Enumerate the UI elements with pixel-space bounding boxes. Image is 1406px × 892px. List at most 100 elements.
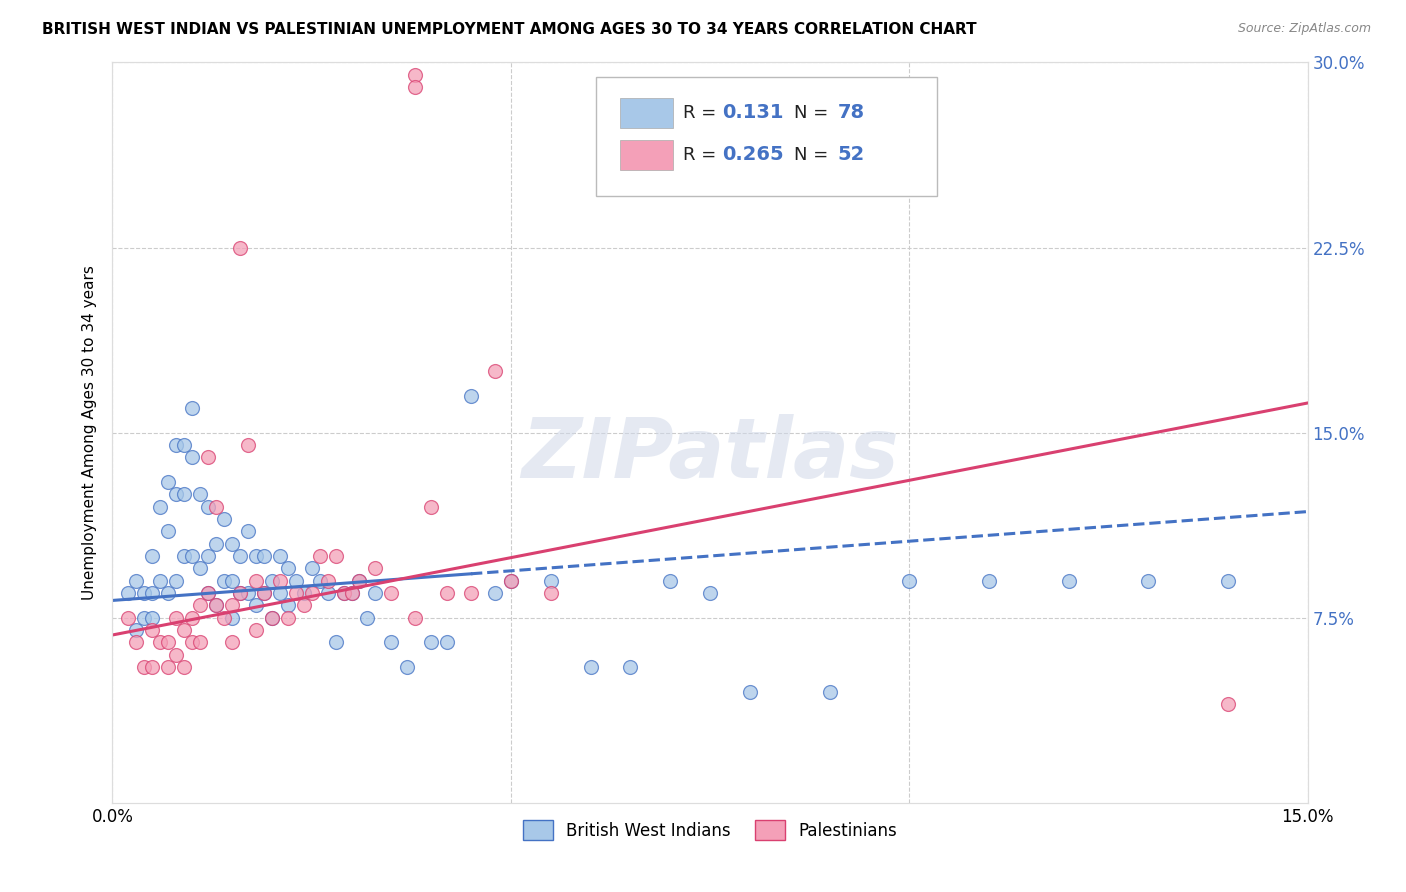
Point	[221, 599, 243, 613]
Point	[125, 635, 148, 649]
Point	[269, 574, 291, 588]
Point	[157, 660, 180, 674]
Point	[236, 524, 259, 539]
Point	[460, 388, 482, 402]
Text: 0.131: 0.131	[723, 103, 783, 122]
Point	[141, 549, 163, 563]
Point	[292, 586, 315, 600]
Point	[308, 574, 330, 588]
Point	[260, 574, 283, 588]
Point	[1216, 697, 1239, 711]
Point	[436, 586, 458, 600]
Text: 52: 52	[838, 145, 865, 164]
Point	[188, 487, 211, 501]
Point	[221, 536, 243, 550]
Point	[221, 574, 243, 588]
Point	[245, 623, 267, 637]
Point	[499, 574, 522, 588]
Point	[149, 635, 172, 649]
Point	[157, 524, 180, 539]
Point	[977, 574, 1000, 588]
Point	[308, 549, 330, 563]
Point	[364, 561, 387, 575]
Point	[699, 586, 721, 600]
Point	[173, 660, 195, 674]
Point	[165, 438, 187, 452]
Point	[380, 635, 402, 649]
Point	[134, 660, 156, 674]
Point	[197, 500, 219, 514]
Point	[260, 610, 283, 624]
Point	[332, 586, 354, 600]
Point	[165, 487, 187, 501]
Point	[818, 685, 841, 699]
Point	[349, 574, 371, 588]
Text: 0.265: 0.265	[723, 145, 783, 164]
Point	[125, 623, 148, 637]
Point	[253, 586, 276, 600]
FancyBboxPatch shape	[620, 98, 673, 128]
Point	[181, 610, 204, 624]
Point	[898, 574, 921, 588]
Point	[1057, 574, 1080, 588]
Point	[420, 635, 443, 649]
Point	[197, 549, 219, 563]
Point	[212, 574, 235, 588]
Point	[340, 586, 363, 600]
Point	[229, 549, 252, 563]
Point	[236, 438, 259, 452]
Point	[173, 549, 195, 563]
Point	[173, 487, 195, 501]
Point	[181, 635, 204, 649]
Point	[188, 635, 211, 649]
Point	[181, 549, 204, 563]
Point	[205, 599, 228, 613]
Point	[117, 610, 139, 624]
Point	[229, 240, 252, 255]
Point	[659, 574, 682, 588]
Text: N =: N =	[793, 146, 834, 164]
Point	[188, 561, 211, 575]
Point	[125, 574, 148, 588]
Point	[141, 586, 163, 600]
Point	[340, 586, 363, 600]
Point	[499, 574, 522, 588]
Point	[141, 623, 163, 637]
Point	[221, 635, 243, 649]
Point	[117, 586, 139, 600]
Point	[165, 610, 187, 624]
Point	[197, 586, 219, 600]
Text: 78: 78	[838, 103, 865, 122]
Point	[484, 586, 506, 600]
Point	[292, 599, 315, 613]
Point	[221, 610, 243, 624]
FancyBboxPatch shape	[620, 140, 673, 169]
Point	[157, 635, 180, 649]
Point	[173, 438, 195, 452]
Point	[396, 660, 419, 674]
Point	[212, 610, 235, 624]
Point	[205, 500, 228, 514]
Point	[245, 599, 267, 613]
Point	[301, 586, 323, 600]
Point	[181, 401, 204, 415]
Text: ZIPatlas: ZIPatlas	[522, 414, 898, 495]
Point	[316, 574, 339, 588]
Text: N =: N =	[793, 103, 834, 122]
Point	[404, 68, 426, 82]
Point	[253, 549, 276, 563]
Point	[245, 574, 267, 588]
Point	[165, 574, 187, 588]
Point	[157, 586, 180, 600]
Point	[284, 586, 307, 600]
Point	[738, 685, 761, 699]
Text: Source: ZipAtlas.com: Source: ZipAtlas.com	[1237, 22, 1371, 36]
Point	[165, 648, 187, 662]
Point	[404, 80, 426, 95]
Point	[173, 623, 195, 637]
Point	[205, 599, 228, 613]
Point	[277, 599, 299, 613]
Point	[301, 561, 323, 575]
Point	[460, 586, 482, 600]
Point	[269, 549, 291, 563]
